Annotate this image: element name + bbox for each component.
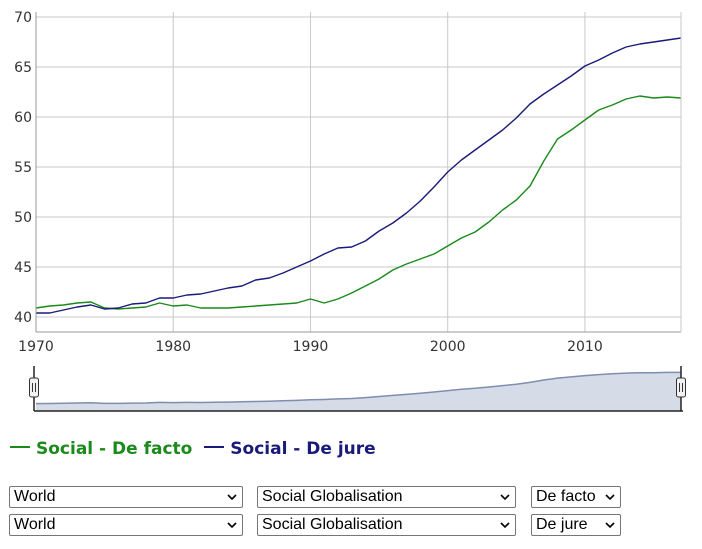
- type-select-2-value: De jure: [536, 516, 588, 533]
- indicator-select-2-value: Social Globalisation: [262, 516, 403, 533]
- navigator-line: [35, 371, 681, 405]
- navigator-handle-right[interactable]: [676, 377, 686, 398]
- indicator-select-1[interactable]: Social Globalisation: [257, 486, 516, 508]
- y-tick-label-60: 60: [14, 110, 32, 126]
- navigator-handle-left-body: [29, 377, 39, 398]
- type-select-2[interactable]: De jure: [531, 514, 621, 536]
- indicator-select-2[interactable]: Social Globalisation: [257, 514, 516, 536]
- type-select-1[interactable]: De facto: [531, 486, 621, 508]
- legend-item-de-jure[interactable]: Social - De jure: [204, 439, 376, 459]
- y-tick-label-65: 65: [14, 60, 32, 76]
- chevron-down-icon: [605, 522, 615, 529]
- navigator-area: [36, 372, 681, 411]
- indicator-select-1-value: Social Globalisation: [262, 488, 403, 505]
- x-tick-label-2000: 2000: [430, 339, 466, 355]
- legend: Social - De facto Social - De jure: [10, 439, 382, 459]
- type-select-1-value: De facto: [536, 488, 596, 505]
- y-tick-label-70: 70: [14, 10, 32, 26]
- navigator-handle-right-body: [676, 377, 686, 398]
- chevron-down-icon: [227, 522, 237, 529]
- legend-label-de-facto: Social - De facto: [36, 439, 193, 459]
- country-select-1-value: World: [14, 488, 56, 505]
- country-select-1[interactable]: World: [9, 486, 243, 508]
- country-select-2[interactable]: World: [9, 514, 243, 536]
- chevron-down-icon: [227, 494, 237, 501]
- x-tick-label-1980: 1980: [155, 339, 191, 355]
- chevron-down-icon: [605, 494, 615, 501]
- navigator-handle-left[interactable]: [29, 377, 39, 398]
- chevron-down-icon: [500, 494, 510, 501]
- chevron-down-icon: [500, 522, 510, 529]
- y-tick-label-45: 45: [14, 260, 32, 276]
- legend-label-de-jure: Social - De jure: [230, 439, 376, 459]
- series-line-de-facto: [35, 95, 682, 310]
- series-line-de-jure: [36, 37, 682, 314]
- y-tick-label-55: 55: [14, 160, 32, 176]
- legend-swatch-de-facto: [10, 446, 30, 448]
- y-tick-label-40: 40: [14, 310, 32, 326]
- legend-swatch-de-jure: [204, 446, 225, 448]
- x-tick-label-2010: 2010: [567, 339, 603, 355]
- y-tick-label-50: 50: [14, 210, 32, 226]
- country-select-2-value: World: [14, 516, 56, 533]
- x-tick-label-1970: 1970: [18, 339, 54, 355]
- grid-layer: [35, 12, 681, 332]
- series-layer: [35, 37, 682, 314]
- axis-layer: 40 45 50 55 60 65 70 1970 1980 1990 2000 2010: [14, 10, 682, 355]
- chart: 40 45 50 55 60 65 70 1970 1980 1990 2000 2010: [14, 10, 686, 412]
- legend-item-de-facto[interactable]: Social - De facto: [10, 439, 192, 459]
- x-tick-label-1990: 1990: [293, 339, 329, 355]
- range-navigator[interactable]: [29, 366, 686, 412]
